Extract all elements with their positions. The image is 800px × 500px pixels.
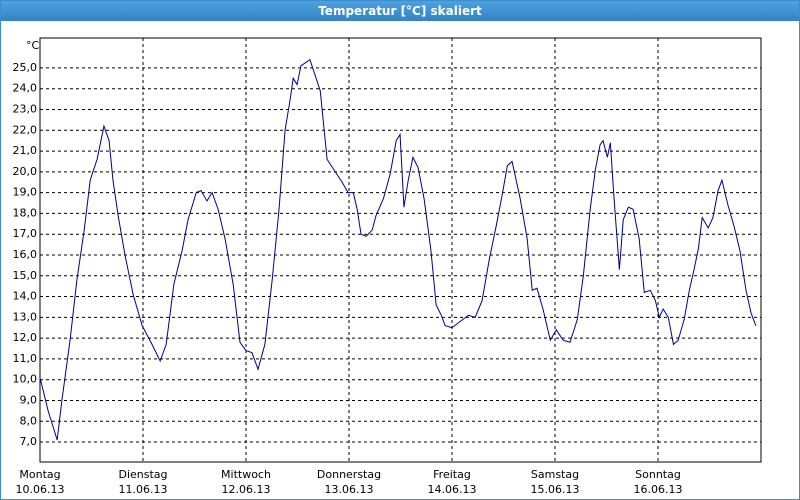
y-unit: °C [26,39,40,52]
y-tick-label: 13,0 [13,310,38,323]
y-tick-label: 9,0 [20,393,38,406]
y-tick-label: 16,0 [13,248,38,261]
x-tick-date: 15.06.13 [531,483,580,496]
y-tick-label: 18,0 [13,206,38,219]
y-tick-label: 14,0 [13,290,38,303]
y-tick-label: 24,0 [13,82,38,95]
y-tick-label: 17,0 [13,227,38,240]
y-tick-label: 8,0 [20,414,38,427]
x-tick-label: Sonntag [635,468,681,481]
x-tick-label: Dienstag [118,468,167,481]
x-tick-date: 14.06.13 [428,483,477,496]
y-tick-label: 7,0 [20,435,38,448]
y-tick-label: 15,0 [13,269,38,282]
x-tick-date: 12.06.13 [222,483,271,496]
x-tick-label: Freitag [433,468,471,481]
y-tick-label: 19,0 [13,186,38,199]
x-tick-date: 16.06.13 [634,483,683,496]
x-tick-label: Montag [19,468,60,481]
y-tick-label: 10,0 [13,373,38,386]
y-tick-label: 12,0 [13,331,38,344]
y-tick-label: 20,0 [13,165,38,178]
x-tick-label: Donnerstag [317,468,381,481]
y-tick-label: 21,0 [13,144,38,157]
x-tick-label: Samstag [531,468,579,481]
title-bar: Temperatur [°C] skaliert [1,1,799,21]
line [39,58,757,441]
x-tick-date: 13.06.13 [325,483,374,496]
plot-frame [39,37,762,463]
x-tick-label: Mittwoch [221,468,271,481]
y-tick-label: 25,0 [13,61,38,74]
y-tick-label: 11,0 [13,352,38,365]
y-tick-label: 23,0 [13,102,38,115]
x-tick-date: 11.06.13 [119,483,168,496]
x-tick-date: 10.06.13 [16,483,65,496]
y-tick-label: 22,0 [13,123,38,136]
